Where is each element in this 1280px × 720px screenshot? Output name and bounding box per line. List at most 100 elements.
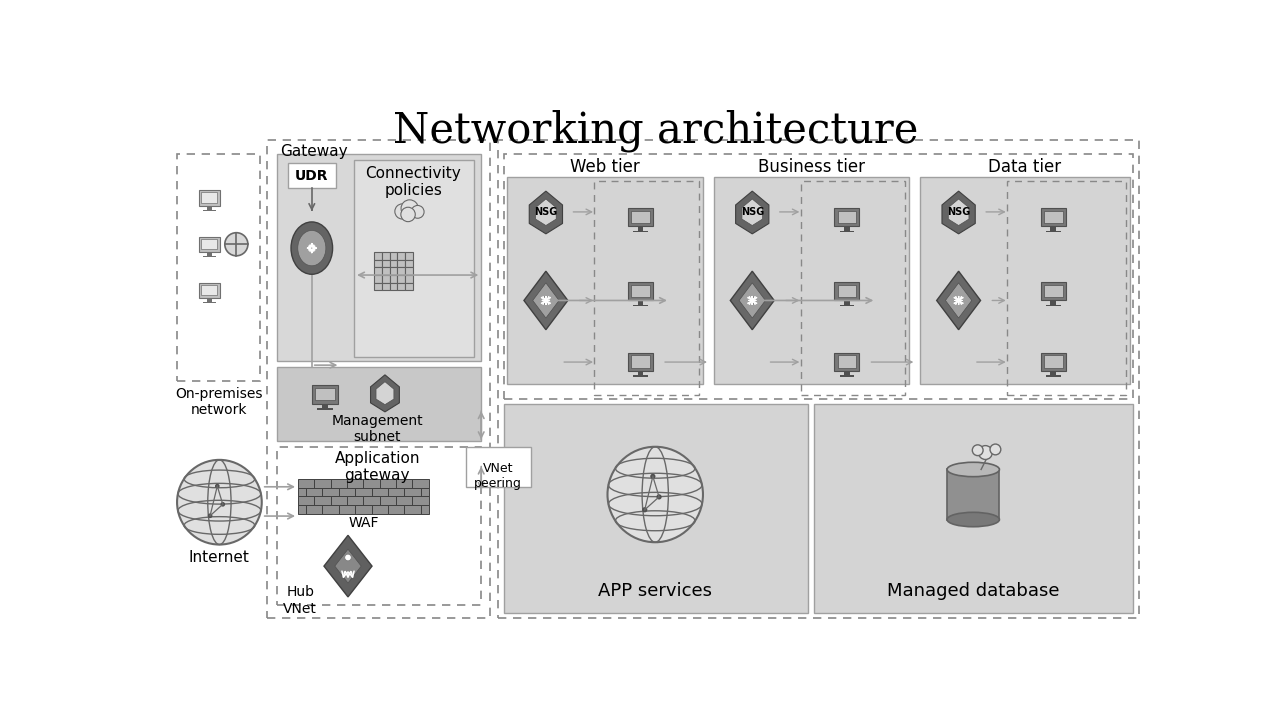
Bar [388, 505, 404, 514]
Bar [204, 210, 215, 211]
Bar [1041, 354, 1066, 371]
Polygon shape [335, 549, 361, 583]
Bar [628, 282, 653, 300]
Bar [388, 487, 404, 496]
Bar [714, 177, 909, 384]
Bar [637, 300, 644, 305]
Bar [404, 267, 412, 275]
Bar [840, 376, 854, 377]
Bar [298, 479, 315, 487]
Bar [840, 305, 854, 306]
Bar [356, 487, 371, 496]
Text: VNet
peering: VNet peering [474, 462, 522, 490]
Bar [381, 267, 389, 275]
Ellipse shape [947, 462, 1000, 477]
Bar [306, 505, 323, 514]
Bar [404, 487, 421, 496]
Bar [201, 285, 218, 295]
Bar [844, 226, 850, 230]
Bar [330, 496, 347, 505]
Bar [594, 181, 699, 395]
Bar [814, 404, 1133, 613]
Bar [397, 275, 404, 283]
Bar [628, 208, 653, 226]
Bar [466, 446, 531, 487]
Bar [278, 154, 481, 361]
Bar [412, 479, 429, 487]
Circle shape [978, 446, 992, 459]
Bar [330, 479, 347, 487]
Polygon shape [370, 375, 399, 412]
Bar [634, 376, 648, 377]
Bar [947, 469, 1000, 520]
Text: Application
gateway: Application gateway [334, 451, 420, 483]
Bar [278, 446, 481, 605]
Bar [204, 256, 215, 257]
Text: NSG: NSG [741, 207, 764, 217]
Text: Gateway: Gateway [280, 144, 348, 159]
Bar [339, 487, 356, 496]
Bar [356, 505, 371, 514]
Bar [498, 140, 1139, 618]
Bar [837, 284, 856, 297]
Bar [404, 260, 412, 267]
Text: Hub
VNet: Hub VNet [283, 585, 317, 616]
Text: NSG: NSG [534, 207, 558, 217]
Bar [381, 275, 389, 283]
Bar [323, 487, 339, 496]
Circle shape [643, 507, 648, 513]
Ellipse shape [298, 230, 326, 266]
Bar [315, 387, 334, 400]
Bar [312, 385, 338, 404]
Circle shape [955, 297, 963, 305]
Bar [404, 252, 412, 260]
Bar [381, 260, 389, 267]
Bar [397, 283, 404, 290]
Circle shape [401, 207, 415, 222]
Bar [1051, 300, 1056, 305]
Polygon shape [742, 199, 763, 225]
Bar [389, 283, 397, 290]
Bar [637, 371, 644, 376]
Circle shape [989, 444, 1001, 455]
Polygon shape [376, 382, 394, 405]
Bar [1044, 284, 1062, 297]
Polygon shape [946, 283, 972, 318]
Bar [631, 284, 650, 297]
Text: Managed database: Managed database [887, 582, 1060, 600]
Bar [844, 300, 850, 305]
Bar [355, 161, 474, 356]
Bar [412, 496, 429, 505]
Ellipse shape [947, 513, 1000, 527]
Circle shape [608, 446, 703, 542]
Bar [837, 211, 856, 222]
Text: Networking architecture: Networking architecture [393, 109, 919, 152]
Text: Connectivity
policies: Connectivity policies [366, 166, 461, 198]
Polygon shape [535, 199, 557, 225]
Bar [503, 154, 1133, 399]
Bar [1046, 230, 1061, 232]
Bar [347, 479, 364, 487]
Text: Management
subnet: Management subnet [332, 414, 424, 444]
Circle shape [657, 494, 662, 500]
Text: UDR: UDR [296, 168, 329, 183]
Bar [201, 192, 218, 203]
Bar [389, 260, 397, 267]
Polygon shape [736, 191, 769, 234]
Circle shape [973, 445, 983, 456]
Bar [404, 275, 412, 283]
Bar [374, 275, 381, 283]
Bar [1046, 305, 1061, 306]
Bar [404, 505, 421, 514]
Bar [374, 260, 381, 267]
Text: On-premises
network: On-premises network [175, 387, 264, 417]
Bar [389, 252, 397, 260]
Text: APP services: APP services [598, 582, 712, 600]
Bar [315, 496, 330, 505]
Bar [389, 267, 397, 275]
Bar [198, 283, 220, 298]
Bar [207, 298, 211, 302]
Bar [288, 163, 335, 188]
Bar [507, 177, 703, 384]
Bar [628, 354, 653, 371]
